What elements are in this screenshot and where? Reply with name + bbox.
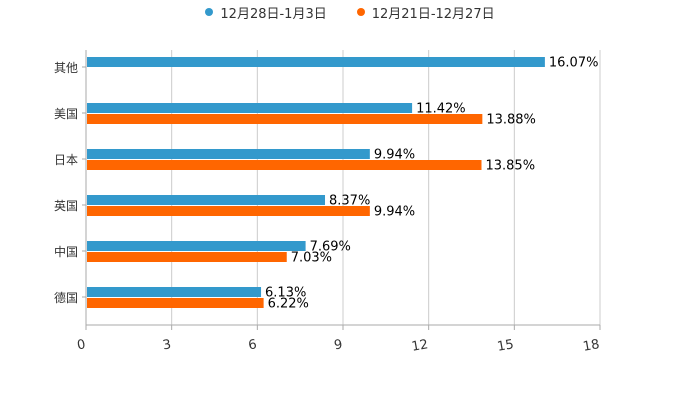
x-tick-label: 15 [496,337,515,355]
x-tick-label: 3 [162,337,173,353]
y-category-label: 日本 [54,153,78,167]
y-category-label: 美国 [54,107,78,121]
data-label-series-2: 7.03% [291,251,332,266]
x-tick-label: 9 [333,337,344,353]
y-category-label: 英国 [54,199,78,213]
legend-marker-series-2 [356,8,365,16]
y-category-label: 中国 [54,244,78,259]
bar-series-1 [87,241,306,251]
legend-label-series-2: 12月21日-12月27日 [371,6,495,22]
x-tick-label: 0 [76,337,87,353]
bar-series-1 [87,195,326,205]
bar-series-2 [87,114,483,124]
data-label-series-2: 13.88% [486,113,536,128]
data-label-series-1: 16.07% [549,56,599,71]
y-category-label: 其他 [54,61,78,75]
data-label-series-2: 6.22% [268,297,309,312]
bar-series-2 [87,252,287,262]
x-tick-label: 18 [582,337,601,355]
data-label-series-1: 8.37% [329,194,370,209]
legend-marker-series-1 [205,8,214,16]
data-label-series-2: 9.94% [374,205,415,220]
bar-series-2 [87,206,370,216]
data-label-series-1: 7.69% [310,240,351,255]
data-label-series-1: 11.42% [416,102,466,117]
legend-item-series-2[interactable]: 12月21日-12月27日 [356,3,495,22]
y-category-label: 德国 [54,290,78,305]
bar-series-1 [87,103,413,113]
bar-series-1 [87,57,545,67]
bar-series-1 [87,287,262,297]
x-tick-label: 12 [410,337,429,355]
data-label-series-2: 13.85% [485,159,535,174]
data-label-series-1: 6.13% [265,286,306,301]
legend-label-series-1: 12月28日-1月3日 [220,6,327,22]
bar-series-2 [87,160,482,170]
chart-legend: 12月28日-1月3日 12月21日-12月27日 [0,2,700,22]
x-tick-label: 6 [247,337,258,353]
data-label-series-1: 9.94% [374,148,415,163]
legend-item-series-1[interactable]: 12月28日-1月3日 [205,3,327,22]
bar-series-1 [87,149,370,159]
bar-series-2 [87,298,264,308]
